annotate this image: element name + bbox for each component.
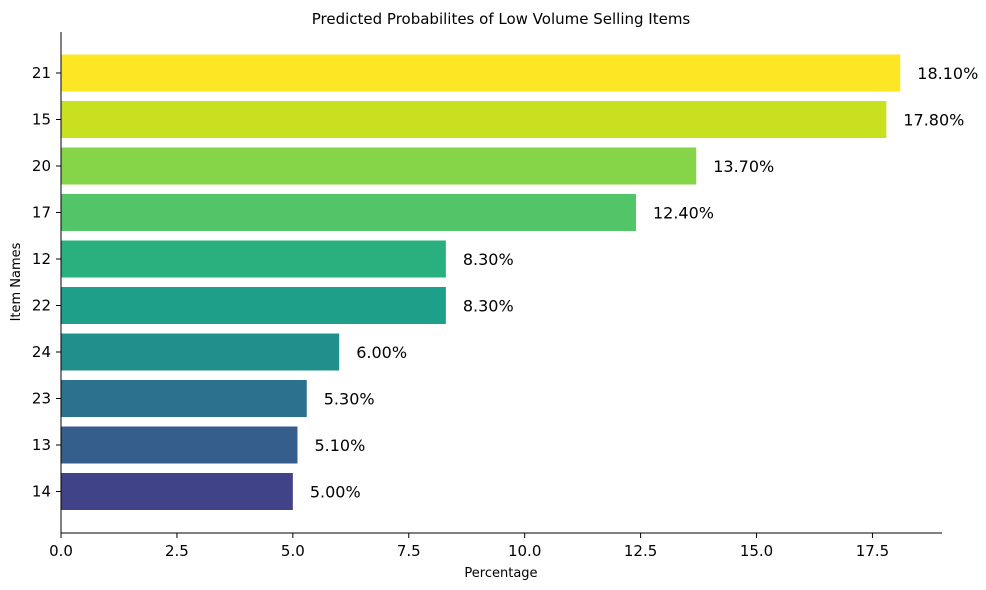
x-tick-label: 5.0 — [281, 542, 305, 560]
bar-item-24 — [61, 333, 340, 371]
y-axis-ticks: 21 15 20 17 12 22 24 23 13 14 — [32, 64, 61, 501]
value-label-23: 5.30% — [324, 390, 375, 409]
y-tick-label-17: 17 — [32, 204, 51, 222]
value-label-17: 12.40% — [653, 204, 714, 223]
value-label-22: 8.30% — [463, 297, 514, 316]
value-label-14: 5.00% — [310, 483, 361, 502]
y-tick-label-24: 24 — [32, 343, 51, 361]
bar-item-15 — [61, 101, 887, 138]
value-labels-group: 18.10% 17.80% 13.70% 12.40% 8.30% 8.30% 6.00% 5… — [310, 64, 978, 502]
x-tick-label: 2.5 — [165, 542, 189, 560]
bar-item-13 — [61, 426, 298, 464]
x-tick-label: 10.0 — [508, 542, 541, 560]
value-label-13: 5.10% — [314, 436, 365, 455]
value-label-24: 6.00% — [356, 343, 407, 362]
y-axis-label: Item Names — [9, 242, 24, 321]
x-axis-ticks: 0.0 2.5 5.0 7.5 10.0 12.5 15.0 17.5 — [49, 533, 889, 560]
y-tick-label-12: 12 — [32, 250, 51, 268]
x-tick-label: 0.0 — [49, 542, 73, 560]
x-tick-label: 7.5 — [397, 542, 421, 560]
bar-item-22 — [61, 287, 446, 324]
bars-group — [61, 54, 901, 510]
y-tick-label-20: 20 — [32, 157, 51, 175]
bar-item-17 — [61, 194, 636, 231]
x-tick-label: 17.5 — [856, 542, 889, 560]
value-label-15: 17.80% — [903, 111, 964, 130]
bar-item-21 — [61, 54, 901, 92]
bar-item-14 — [61, 473, 293, 510]
x-axis-label: Percentage — [464, 566, 537, 581]
y-tick-label-23: 23 — [32, 390, 51, 408]
y-tick-label-22: 22 — [32, 297, 51, 315]
x-tick-label: 15.0 — [740, 542, 773, 560]
chart-title: Predicted Probabilites of Low Volume Sel… — [312, 10, 691, 28]
value-label-21: 18.10% — [917, 64, 978, 83]
x-tick-label: 12.5 — [624, 542, 657, 560]
y-tick-label-21: 21 — [32, 64, 51, 82]
value-label-12: 8.30% — [463, 250, 514, 269]
value-label-20: 13.70% — [713, 157, 774, 176]
y-tick-label-13: 13 — [32, 436, 51, 454]
bar-item-12 — [61, 240, 446, 278]
bar-item-23 — [61, 380, 307, 417]
y-tick-label-14: 14 — [32, 483, 51, 501]
bar-item-20 — [61, 147, 697, 185]
y-tick-label-15: 15 — [32, 111, 51, 129]
